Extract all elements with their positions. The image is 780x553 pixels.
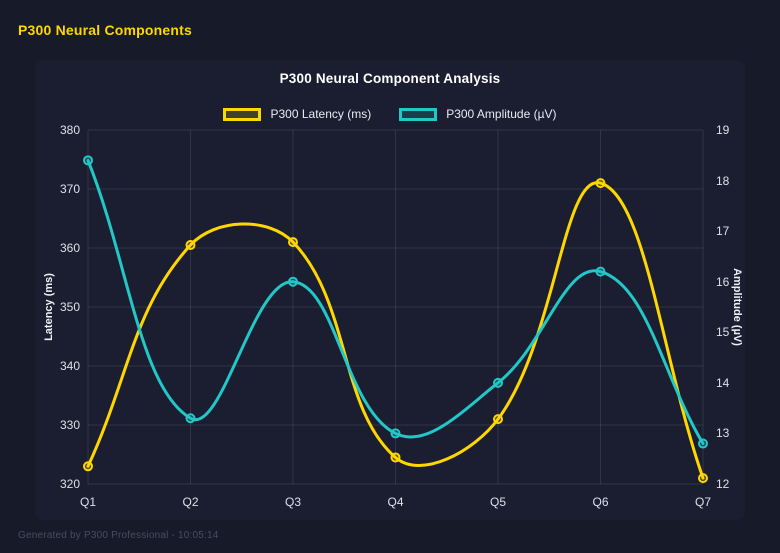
series-line-amplitude xyxy=(86,158,705,446)
y-right-tick-label: 12 xyxy=(716,477,730,491)
grid-lines xyxy=(87,129,704,485)
x-tick-label: Q6 xyxy=(592,495,609,509)
page-title: P300 Neural Components xyxy=(18,22,192,38)
legend-swatch xyxy=(223,107,262,121)
y-left-tick-label: 380 xyxy=(59,123,80,137)
legend-item-amplitude[interactable]: P300 Amplitude (µV) xyxy=(399,107,557,121)
chart-legend: P300 Latency (ms) P300 Amplitude (µV) xyxy=(35,104,745,124)
data-point-q1-latency[interactable] xyxy=(83,461,93,472)
x-tick-label: Q5 xyxy=(489,495,506,509)
data-point-q5-amplitude[interactable] xyxy=(493,377,503,388)
chart-card: P300 Neural Component Analysis P300 Late… xyxy=(35,60,745,520)
y-left-tick-label: 320 xyxy=(59,477,80,491)
y-left-tick-label: 330 xyxy=(59,418,80,432)
data-point-q7-amplitude[interactable] xyxy=(698,438,708,449)
data-point-q5-latency[interactable] xyxy=(493,414,503,425)
y-left-tick-label: 350 xyxy=(59,300,80,314)
x-tick-label: Q1 xyxy=(79,495,96,509)
legend-label: P300 Latency (ms) xyxy=(270,107,372,121)
chart-plot-area[interactable]: Latency (ms) Amplitude (µV) xyxy=(35,60,745,520)
left-axis-title: Latency (ms) xyxy=(43,273,55,341)
data-point-q3-latency[interactable] xyxy=(288,237,298,248)
y-left-tick-label: 370 xyxy=(59,182,80,196)
y-right-tick-label: 18 xyxy=(716,173,730,188)
data-point-q6-amplitude[interactable] xyxy=(595,266,606,277)
data-point-q4-amplitude[interactable] xyxy=(390,428,401,439)
status-text: Generated by P300 Professional - 10:05:1… xyxy=(18,530,219,541)
data-point-q3-amplitude[interactable] xyxy=(288,276,298,287)
x-tick-label: Q4 xyxy=(387,495,404,509)
legend-label: P300 Amplitude (µV) xyxy=(446,107,557,121)
y-right-tick-label: 17 xyxy=(716,224,730,239)
data-point-q2-latency[interactable] xyxy=(185,240,196,251)
data-point-q6-latency[interactable] xyxy=(595,178,606,189)
y-right-tick-label: 14 xyxy=(716,375,730,390)
data-point-q2-amplitude[interactable] xyxy=(185,413,196,424)
series-line-latency xyxy=(86,181,705,480)
x-tick-label: Q2 xyxy=(182,495,199,509)
data-point-q4-latency[interactable] xyxy=(390,452,401,463)
data-point-q7-latency[interactable] xyxy=(698,473,708,484)
y-right-tick-label: 13 xyxy=(716,426,730,441)
chart-title: P300 Neural Component Analysis xyxy=(279,71,501,86)
right-axis-title: Amplitude (µV) xyxy=(731,268,743,346)
legend-swatch xyxy=(399,107,438,121)
data-point-q1-amplitude[interactable] xyxy=(83,155,93,166)
y-right-tick-label: 15 xyxy=(716,325,730,340)
y-right-tick-label: 16 xyxy=(716,274,730,289)
x-tick-label: Q7 xyxy=(694,495,711,509)
y-left-tick-label: 340 xyxy=(59,359,80,373)
y-right-tick-label: 19 xyxy=(716,123,730,137)
y-left-tick-label: 360 xyxy=(59,241,80,255)
x-tick-label: Q3 xyxy=(284,495,301,509)
legend-item-latency[interactable]: P300 Latency (ms) xyxy=(223,107,371,121)
